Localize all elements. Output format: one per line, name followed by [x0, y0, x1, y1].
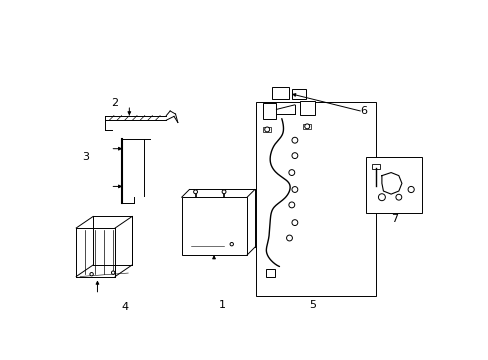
Text: 3: 3	[82, 152, 89, 162]
Text: 2: 2	[111, 98, 118, 108]
Text: 7: 7	[390, 214, 398, 224]
Circle shape	[193, 190, 197, 194]
Circle shape	[395, 194, 401, 200]
Bar	[366, 157, 421, 213]
Circle shape	[264, 127, 269, 132]
Circle shape	[291, 137, 297, 143]
Circle shape	[304, 124, 309, 129]
Text: 1: 1	[219, 300, 225, 310]
Circle shape	[111, 271, 115, 274]
Circle shape	[291, 186, 297, 193]
Circle shape	[291, 153, 297, 158]
Circle shape	[288, 202, 294, 208]
Circle shape	[407, 186, 413, 193]
Bar	[302, 124, 310, 129]
Bar	[182, 197, 246, 255]
Circle shape	[291, 220, 297, 225]
Circle shape	[90, 273, 93, 276]
Circle shape	[286, 235, 292, 241]
Text: 4: 4	[122, 302, 129, 311]
Bar	[299, 101, 314, 115]
Circle shape	[378, 194, 385, 201]
Text: 5: 5	[308, 300, 315, 310]
Bar	[371, 164, 379, 170]
Circle shape	[229, 243, 233, 246]
Circle shape	[288, 170, 294, 175]
Bar	[265, 269, 274, 276]
Bar	[256, 102, 375, 296]
Circle shape	[222, 190, 225, 194]
Bar	[263, 127, 270, 132]
Text: 6: 6	[360, 106, 367, 116]
Bar	[262, 103, 276, 119]
Bar	[271, 87, 288, 99]
Bar	[291, 89, 305, 99]
